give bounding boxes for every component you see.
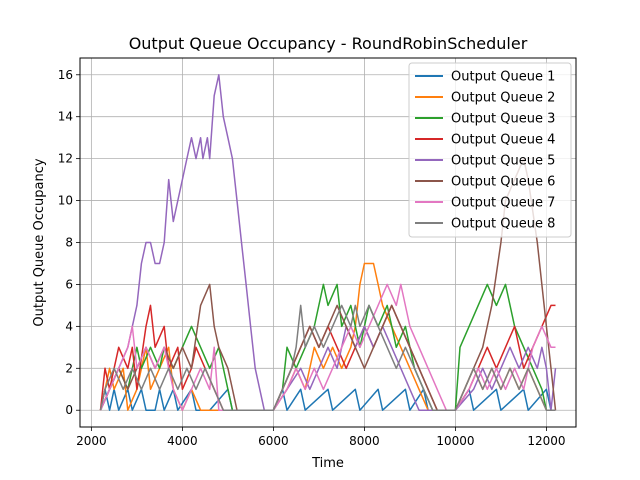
y-tick-label: 14 [58, 110, 73, 124]
legend-label: Output Queue 6 [451, 175, 555, 190]
x-tick-label: 12000 [527, 434, 565, 448]
legend-label: Output Queue 8 [451, 217, 555, 232]
x-axis-ticks: 2000 4000 6000 8000 10000 12000 [76, 427, 566, 448]
legend-label: Output Queue 2 [451, 91, 555, 106]
legend-label: Output Queue 3 [451, 112, 555, 127]
legend: Output Queue 1 Output Queue 2 Output Queue… [408, 62, 572, 238]
x-tick-label: 6000 [258, 434, 289, 448]
y-tick-label: 16 [58, 68, 73, 82]
series-line-output-queue-6 [99, 157, 557, 411]
x-tick-label: 8000 [349, 434, 380, 448]
x-tick-label: 2000 [76, 434, 107, 448]
y-tick-label: 2 [65, 361, 73, 375]
y-tick-label: 12 [58, 152, 73, 166]
legend-label: Output Queue 5 [451, 154, 555, 169]
x-tick-label: 10000 [436, 434, 474, 448]
series-line-output-queue-5 [99, 74, 557, 411]
y-tick-label: 4 [65, 319, 73, 333]
y-axis-ticks: 0 2 4 6 8 10 12 14 16 [58, 68, 80, 417]
x-tick-label: 4000 [167, 434, 198, 448]
legend-label: Output Queue 4 [451, 133, 555, 148]
y-tick-label: 10 [58, 194, 73, 208]
series-line-output-queue-8 [99, 304, 556, 411]
grid-lines [80, 58, 576, 427]
legend-box [408, 62, 572, 238]
series-line-output-queue-7 [99, 283, 556, 411]
series-lines [99, 74, 557, 411]
y-tick-label: 8 [65, 236, 73, 250]
y-tick-label: 0 [65, 403, 73, 417]
legend-label: Output Queue 7 [451, 196, 555, 211]
y-axis-label: Output Queue Occupancy [32, 158, 47, 327]
y-tick-label: 6 [65, 277, 73, 291]
legend-label: Output Queue 1 [451, 70, 555, 85]
chart-title: Output Queue Occupancy - RoundRobinSched… [129, 34, 528, 53]
x-axis-label: Time [311, 456, 344, 471]
